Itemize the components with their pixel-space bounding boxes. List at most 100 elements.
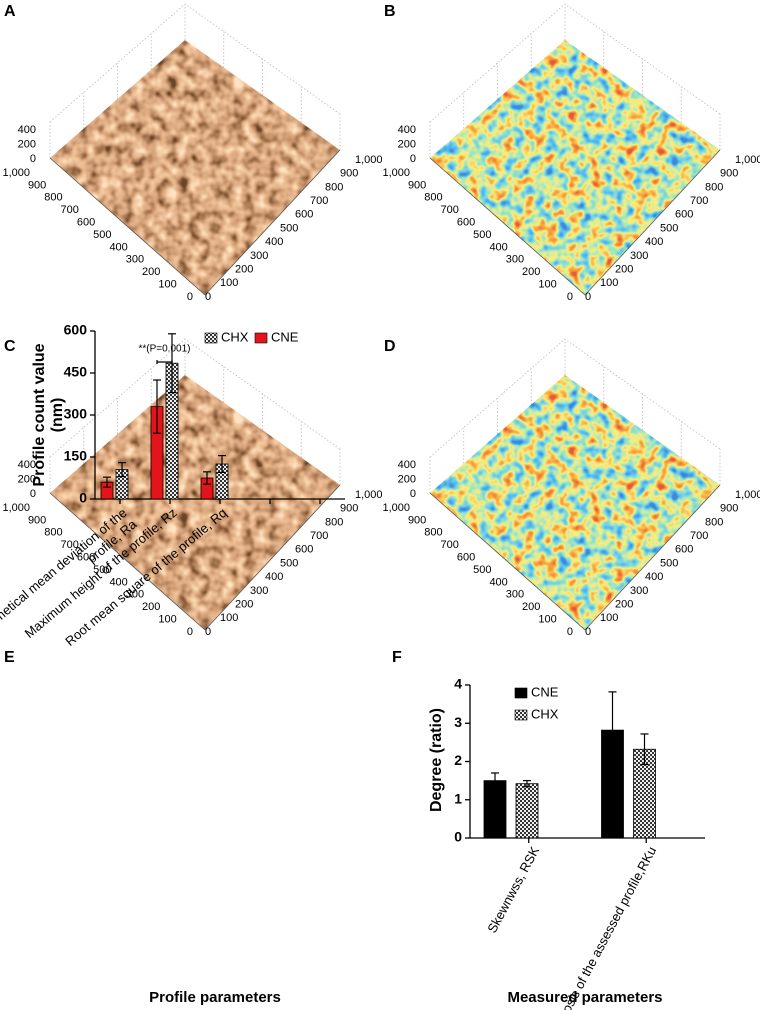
afm-tick-label: 0 [567, 291, 573, 303]
y-axis-title: Degree (ratio) [428, 708, 445, 812]
y-tick-label: 0 [454, 829, 462, 845]
afm-tick-label: 600 [457, 552, 475, 564]
afm-tick-label: 100 [158, 614, 176, 626]
box-edge [429, 338, 721, 458]
afm-tick-label: 900 [28, 514, 46, 526]
afm-tick-label: 0 [585, 291, 591, 303]
box-edge [429, 3, 721, 123]
afm-tick-label: 600 [675, 209, 693, 221]
afm-tick-label: 900 [720, 503, 738, 515]
legend-swatch [254, 332, 268, 344]
afm-tick-label: 500 [280, 557, 298, 569]
afm-tick-label: 700 [61, 539, 79, 551]
afm-tick-label: 1,000 [382, 502, 410, 514]
afm-tick-label: 700 [441, 204, 459, 216]
y-axis-title: Profile count value [31, 343, 48, 486]
afm-surface [430, 375, 720, 630]
error-bar [523, 780, 531, 788]
error-bar [491, 772, 499, 789]
afm-tick-label: 400 [489, 241, 507, 253]
legend-swatch [204, 332, 218, 344]
axis-line [49, 149, 341, 296]
afm-tick-label: 0 [205, 626, 211, 638]
afm-tick-label: 400 [645, 236, 663, 248]
legend-swatch [514, 687, 528, 699]
afm-tick-label: 700 [310, 195, 328, 207]
afm-panel: A01002003004005006007008009001,000010020… [2, 3, 382, 303]
afm-tick-label: 0 [205, 291, 211, 303]
afm-tick-label: 300 [126, 254, 144, 266]
afm-panel: D01002003004005006007008009001,000010020… [382, 338, 760, 638]
afm-tick-label: 300 [126, 589, 144, 601]
y-tick-label: 1 [454, 790, 462, 806]
afm-tick-label: 200 [235, 599, 253, 611]
afm-tick-label: 300 [506, 254, 524, 266]
afm-tick-label: 0 [30, 153, 36, 165]
afm-tick-label: 700 [690, 530, 708, 542]
afm-tick-label: 700 [690, 195, 708, 207]
afm-tick-label: 900 [408, 179, 426, 191]
afm-tick-label: 200 [142, 601, 160, 613]
y-tick-label: 4 [454, 676, 462, 692]
afm-tick-label: 900 [720, 168, 738, 180]
bar [483, 780, 507, 839]
afm-tick-label: 500 [93, 564, 111, 576]
afm-tick-label: 300 [630, 250, 648, 262]
afm-tick-label: 400 [398, 459, 416, 471]
afm-tick-label: 0 [410, 153, 416, 165]
box-edge [49, 3, 341, 123]
y-tick-label: 450 [64, 364, 88, 380]
legend-swatch [514, 709, 528, 721]
afm-tick-label: 200 [235, 264, 253, 276]
afm-tick-label: 200 [142, 266, 160, 278]
legend-label: CHX [221, 329, 249, 344]
panel-letter: E [4, 649, 15, 666]
afm-tick-label: 0 [30, 488, 36, 500]
afm-surface [50, 40, 340, 295]
afm-tick-label: 300 [506, 589, 524, 601]
afm-tick-label: 500 [473, 564, 491, 576]
y-tick-label: 2 [454, 752, 462, 768]
afm-tick-label: 200 [398, 473, 416, 485]
panel-letter: B [384, 3, 396, 20]
afm-surface [50, 375, 340, 630]
afm-tick-label: 800 [44, 192, 62, 204]
legend-label: CHX [531, 706, 559, 721]
afm-tick-label: 400 [109, 241, 127, 253]
afm-tick-label: 800 [424, 192, 442, 204]
afm-tick-label: 500 [660, 222, 678, 234]
legend-label: CNE [271, 329, 299, 344]
afm-tick-label: 600 [675, 544, 693, 556]
afm-tick-label: 0 [585, 626, 591, 638]
afm-tick-label: 200 [398, 138, 416, 150]
y-tick-label: 150 [64, 448, 88, 464]
afm-surface [430, 40, 720, 295]
afm-tick-label: 300 [250, 585, 268, 597]
annotation: **(P=0.001) [139, 344, 191, 355]
afm-tick-label: 400 [265, 236, 283, 248]
afm-tick-label: 200 [18, 473, 36, 485]
afm-tick-label: 1,000 [2, 167, 30, 179]
axis-line [429, 149, 721, 296]
afm-tick-label: 800 [325, 516, 343, 528]
legend-label: CNE [531, 684, 559, 699]
axis-line [49, 484, 341, 631]
afm-tick-label: 400 [18, 124, 36, 136]
y-tick-label: 600 [64, 322, 88, 338]
y-tick-label: 3 [454, 714, 462, 730]
afm-tick-label: 400 [489, 576, 507, 588]
afm-panel: C01002003004005006007008009001,000010020… [2, 338, 382, 638]
afm-tick-label: 100 [600, 612, 618, 624]
afm-tick-label: 100 [538, 279, 556, 291]
error-bar [640, 733, 649, 766]
afm-tick-label: 200 [615, 599, 633, 611]
error-bar [608, 691, 617, 769]
afm-tick-label: 800 [325, 181, 343, 193]
afm-tick-label: 1,000 [2, 502, 30, 514]
error-bar [203, 471, 211, 485]
afm-tick-label: 400 [109, 576, 127, 588]
afm-tick-label: 600 [77, 217, 95, 229]
afm-tick-label: 600 [295, 209, 313, 221]
afm-tick-label: 200 [615, 264, 633, 276]
